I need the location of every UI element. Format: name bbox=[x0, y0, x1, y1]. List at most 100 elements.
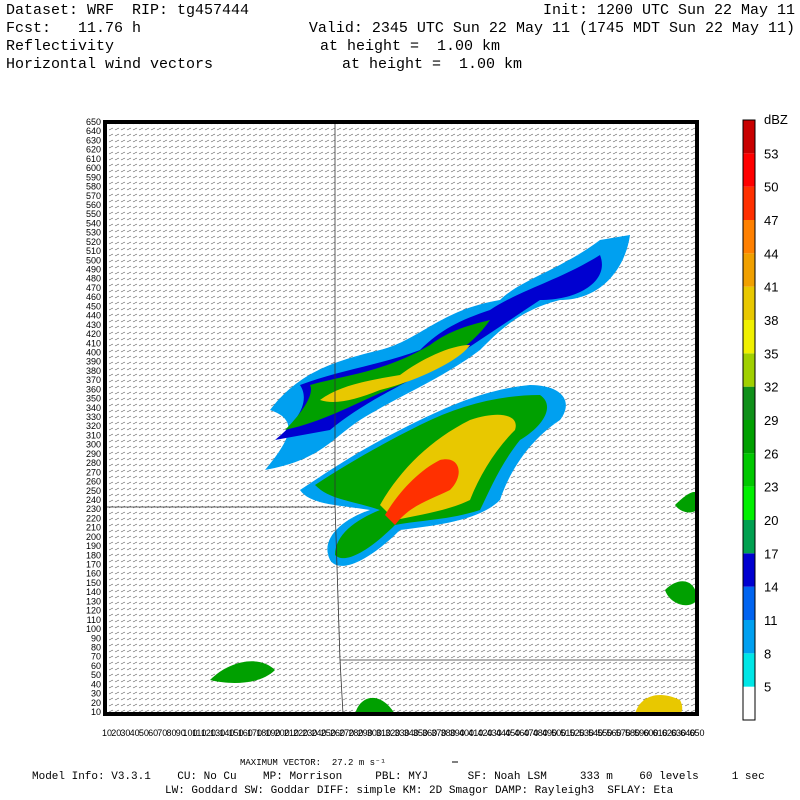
y-tick-label: 440 bbox=[86, 311, 101, 321]
x-tick-label: 470 bbox=[524, 728, 539, 738]
x-tick-label: 370 bbox=[431, 728, 446, 738]
x-tick-label: 220 bbox=[293, 728, 308, 738]
x-tick-label: 390 bbox=[450, 728, 465, 738]
x-tick-label: 280 bbox=[348, 728, 363, 738]
map-plot bbox=[103, 120, 699, 716]
x-tick-label: 130 bbox=[210, 728, 225, 738]
y-tick-label: 70 bbox=[91, 652, 101, 662]
x-tick-label: 340 bbox=[404, 728, 419, 738]
y-tick-label: 620 bbox=[86, 145, 101, 155]
y-tick-label: 140 bbox=[86, 587, 101, 597]
y-tick-label: 150 bbox=[86, 578, 101, 588]
y-tick-label: 410 bbox=[86, 338, 101, 348]
y-tick-label: 400 bbox=[86, 347, 101, 357]
y-tick-label: 340 bbox=[86, 403, 101, 413]
x-tick-label: 350 bbox=[413, 728, 428, 738]
x-tick-label: 630 bbox=[671, 728, 686, 738]
fcst: Fcst: 11.76 h bbox=[6, 20, 141, 37]
y-tick-label: 190 bbox=[86, 541, 101, 551]
x-tick-label: 500 bbox=[551, 728, 566, 738]
y-tick-label: 430 bbox=[86, 320, 101, 330]
y-tick-label: 240 bbox=[86, 495, 101, 505]
x-tick-label: 250 bbox=[321, 728, 336, 738]
x-tick-label: 120 bbox=[201, 728, 216, 738]
model-info: Model Info: V3.3.1 CU: No Cu MP: Morriso… bbox=[32, 771, 765, 783]
x-tick-label: 20 bbox=[111, 728, 121, 738]
colorbar-label: 41 bbox=[764, 280, 778, 295]
x-tick-label: 260 bbox=[330, 728, 345, 738]
color-swatch bbox=[743, 653, 755, 687]
colorbar-label: 44 bbox=[764, 246, 778, 261]
x-tick-label: 450 bbox=[505, 728, 520, 738]
y-tick-label: 40 bbox=[91, 679, 101, 689]
x-tick-label: 530 bbox=[579, 728, 594, 738]
color-swatch bbox=[743, 553, 755, 587]
y-tick-label: 470 bbox=[86, 283, 101, 293]
y-tick-label: 370 bbox=[86, 375, 101, 385]
x-tick-label: 90 bbox=[176, 728, 186, 738]
color-swatch bbox=[743, 486, 755, 520]
init: Init: 1200 UTC Sun 22 May 11 bbox=[543, 2, 795, 19]
dataset: Dataset: WRF RIP: tg457444 bbox=[6, 2, 249, 19]
y-tick-label: 210 bbox=[86, 523, 101, 533]
field-name: Reflectivity bbox=[6, 38, 114, 55]
x-tick-label: 400 bbox=[459, 728, 474, 738]
y-tick-label: 540 bbox=[86, 218, 101, 228]
colorbar-label: 53 bbox=[764, 146, 778, 161]
y-tick-label: 630 bbox=[86, 135, 101, 145]
colorbar-label: 38 bbox=[764, 313, 778, 328]
y-tick-label: 50 bbox=[91, 670, 101, 680]
y-tick-label: 20 bbox=[91, 698, 101, 708]
reflectivity bbox=[210, 235, 697, 714]
x-tick-label: 240 bbox=[312, 728, 327, 738]
x-tick-label: 590 bbox=[634, 728, 649, 738]
x-tick-label: 30 bbox=[120, 728, 130, 738]
x-tick-label: 540 bbox=[588, 728, 603, 738]
x-tick-label: 40 bbox=[130, 728, 140, 738]
x-tick-label: 110 bbox=[192, 728, 206, 738]
y-tick-label: 380 bbox=[86, 366, 101, 376]
y-tick-label: 490 bbox=[86, 265, 101, 275]
color-swatch bbox=[743, 520, 755, 554]
colorbar-label: 14 bbox=[764, 580, 778, 595]
color-swatch bbox=[743, 353, 755, 387]
x-tick-label: 290 bbox=[358, 728, 373, 738]
y-tick-label: 450 bbox=[86, 301, 101, 311]
x-tick-label: 490 bbox=[542, 728, 557, 738]
colorbar-label: 17 bbox=[764, 546, 778, 561]
field-level: at height = 1.00 km bbox=[342, 56, 522, 73]
colorbar-label: 29 bbox=[764, 413, 778, 428]
x-tick-label: 410 bbox=[468, 728, 483, 738]
valid: Valid: 2345 UTC Sun 22 May 11 (1745 MDT … bbox=[309, 20, 795, 37]
x-tick-label: 80 bbox=[167, 728, 177, 738]
y-tick-label: 610 bbox=[86, 154, 101, 164]
x-tick-label: 100 bbox=[182, 728, 197, 738]
x-tick-label: 580 bbox=[625, 728, 640, 738]
color-swatch bbox=[743, 386, 755, 420]
x-tick-label: 510 bbox=[560, 728, 575, 738]
x-tick-label: 440 bbox=[496, 728, 511, 738]
y-tick-label: 500 bbox=[86, 255, 101, 265]
color-swatch bbox=[743, 186, 755, 220]
y-tick-label: 200 bbox=[86, 532, 101, 542]
plot-frame bbox=[103, 120, 699, 716]
color-swatch bbox=[743, 453, 755, 487]
y-tick-label: 480 bbox=[86, 274, 101, 284]
y-tick-label: 570 bbox=[86, 191, 101, 201]
x-tick-label: 570 bbox=[616, 728, 631, 738]
y-tick-label: 600 bbox=[86, 163, 101, 173]
y-tick-label: 260 bbox=[86, 477, 101, 487]
x-tick-label: 550 bbox=[597, 728, 612, 738]
x-tick-label: 210 bbox=[284, 728, 299, 738]
x-tick-label: 620 bbox=[662, 728, 677, 738]
x-tick-label: 360 bbox=[422, 728, 437, 738]
field-level: at height = 1.00 km bbox=[320, 38, 500, 55]
y-tick-label: 130 bbox=[86, 596, 101, 606]
y-tick-label: 530 bbox=[86, 228, 101, 238]
x-tick-label: 420 bbox=[477, 728, 492, 738]
x-tick-label: 520 bbox=[570, 728, 585, 738]
y-tick-label: 290 bbox=[86, 449, 101, 459]
color-swatch bbox=[743, 286, 755, 320]
colorbar: 5 8 11 14 17 20 23 26 29 32 35 38 41 44 47 50 53 dBZ bbox=[742, 112, 788, 721]
